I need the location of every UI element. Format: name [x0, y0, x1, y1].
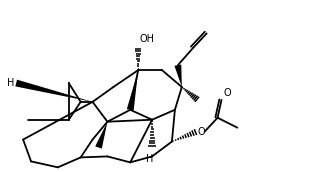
Text: O: O	[198, 127, 205, 137]
Text: H: H	[147, 154, 154, 164]
Text: O: O	[223, 88, 231, 98]
Polygon shape	[15, 80, 92, 102]
Polygon shape	[95, 122, 108, 149]
Polygon shape	[175, 64, 182, 87]
Polygon shape	[127, 70, 138, 110]
Text: OH: OH	[139, 34, 154, 44]
Text: H: H	[7, 78, 14, 88]
